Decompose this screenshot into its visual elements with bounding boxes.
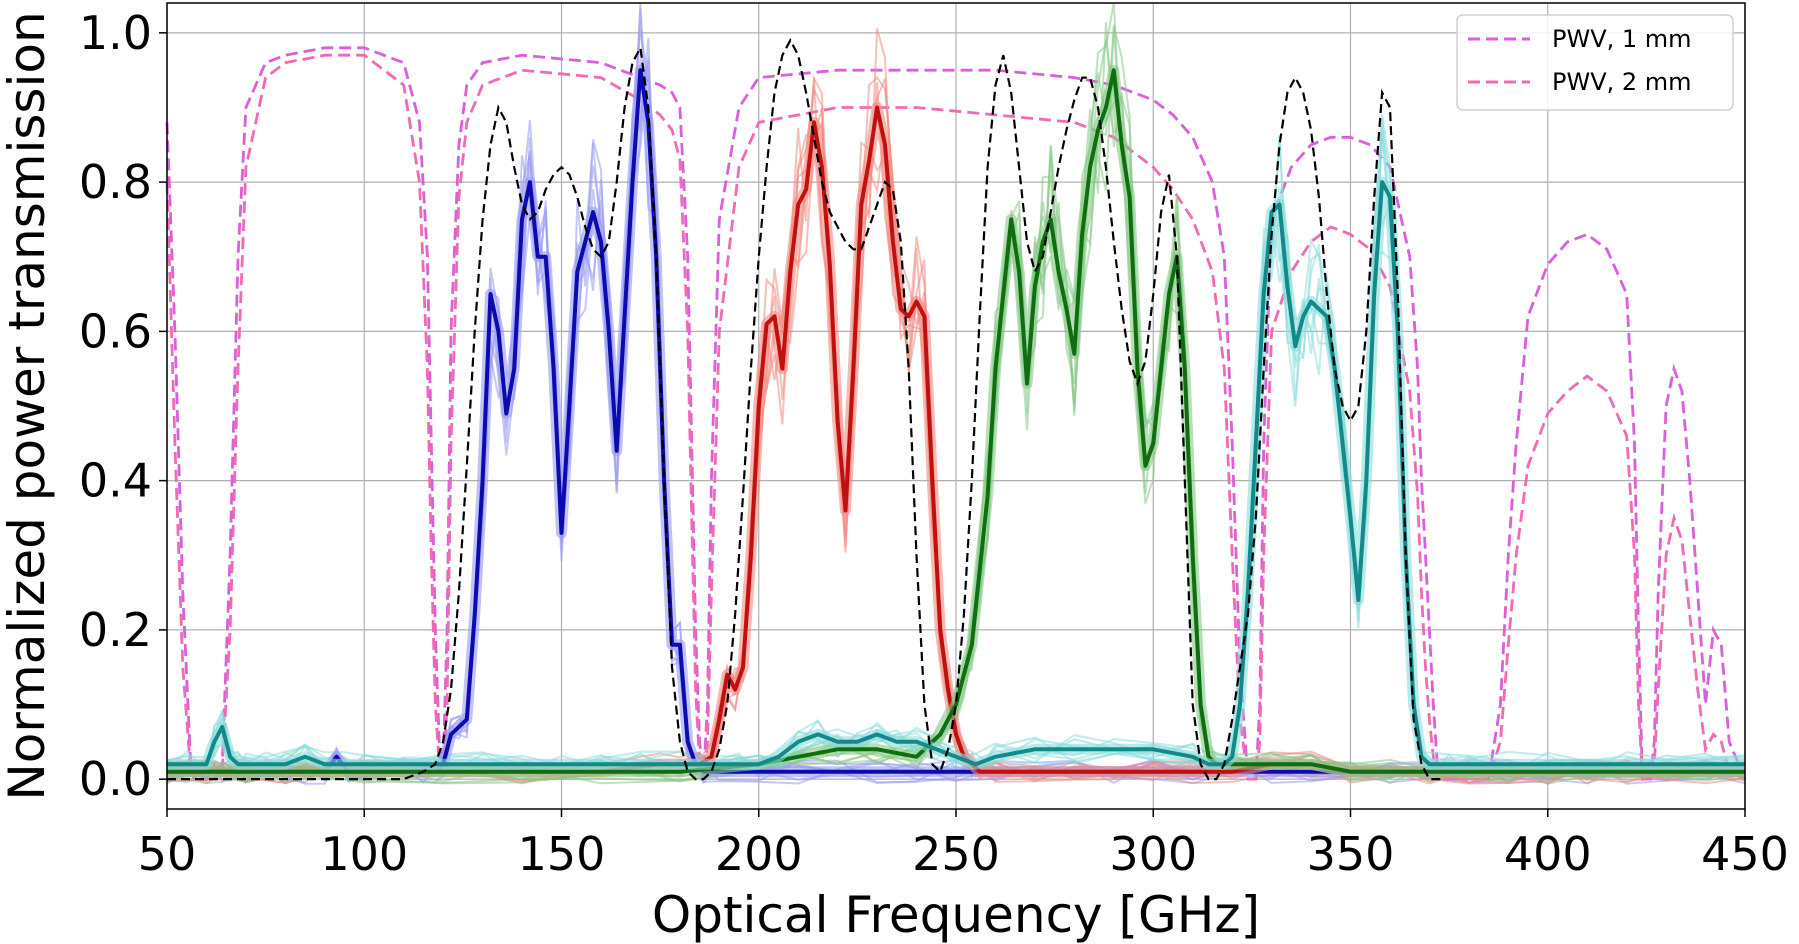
- y-tick-label: 0.2: [79, 603, 152, 657]
- x-tick-label: 200: [715, 827, 803, 881]
- atmosphere-line-1mm: [165, 46, 1747, 781]
- y-tick-label: 1.0: [79, 6, 152, 60]
- model-curve: [167, 37, 1446, 781]
- x-tick-label: 250: [912, 827, 1000, 881]
- atmosphere-curves: [165, 46, 1747, 781]
- y-tick-label: 0.8: [79, 155, 152, 209]
- x-tick-label: 400: [1504, 827, 1592, 881]
- y-axis-ticks: 0.0 0.2 0.4 0.6 0.8 1.0: [79, 6, 167, 806]
- band-mean-lines: [167, 64, 1745, 778]
- x-tick-label: 350: [1307, 827, 1395, 881]
- legend: PWV, 1 mm PWV, 2 mm: [1456, 14, 1734, 111]
- x-tick-label: 50: [138, 827, 197, 881]
- legend-label-pwv-1mm: PWV, 1 mm: [1552, 25, 1692, 53]
- y-tick-label: 0.4: [79, 454, 152, 508]
- legend-label-pwv-2mm: PWV, 2 mm: [1552, 68, 1692, 96]
- model-curves: [167, 37, 1446, 781]
- x-tick-label: 100: [320, 827, 408, 881]
- x-tick-label: 450: [1701, 827, 1789, 881]
- cyan-mean-line: [167, 180, 1745, 767]
- x-tick-label: 150: [518, 827, 606, 881]
- x-tick-label: 300: [1109, 827, 1197, 881]
- green-mean-line: [167, 68, 1745, 774]
- atmosphere-line-2mm: [165, 53, 1746, 781]
- y-tick-label: 0.6: [79, 304, 152, 358]
- y-axis-title: Normalized power transmission: [0, 11, 56, 800]
- x-axis-ticks: 50 100 150 200 250 300 350 400 450: [138, 809, 1789, 881]
- x-axis-title: Optical Frequency [GHz]: [652, 886, 1260, 944]
- y-tick-label: 0.0: [79, 752, 152, 806]
